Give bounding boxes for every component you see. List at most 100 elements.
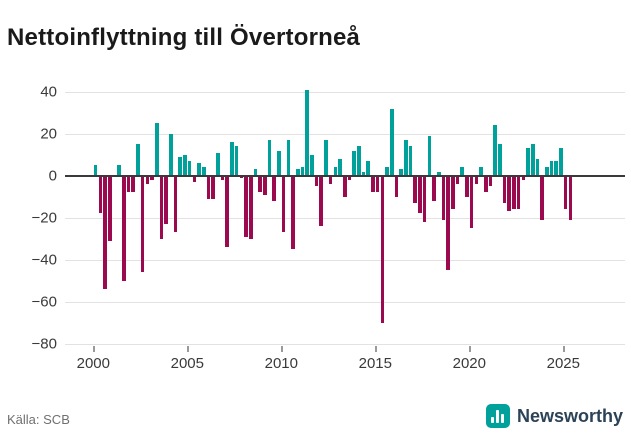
x-tick-label: 2010 xyxy=(264,355,298,372)
bar xyxy=(436,171,441,176)
gridline xyxy=(65,133,625,135)
bar xyxy=(103,175,107,290)
bar xyxy=(197,163,201,176)
bar xyxy=(201,167,206,176)
bar xyxy=(211,175,215,199)
bar xyxy=(291,175,295,250)
gridline xyxy=(65,301,625,303)
bar xyxy=(512,175,516,210)
bar xyxy=(540,175,544,220)
bar xyxy=(173,175,178,233)
bar xyxy=(239,175,244,178)
bar xyxy=(98,175,103,214)
bar xyxy=(488,175,493,187)
bar xyxy=(352,150,356,176)
y-tick-label: −80 xyxy=(31,335,57,353)
bar xyxy=(427,135,432,176)
bar xyxy=(563,175,568,210)
bar xyxy=(258,175,262,193)
bar xyxy=(164,175,168,224)
gridline xyxy=(65,217,625,219)
bar xyxy=(483,175,488,193)
newsworthy-barchart-icon xyxy=(485,404,510,428)
bar xyxy=(404,140,408,176)
gridline xyxy=(65,259,625,261)
bar xyxy=(545,167,549,176)
bar xyxy=(549,161,554,176)
x-tick-mark xyxy=(375,346,377,352)
bar xyxy=(389,108,394,176)
bar xyxy=(554,161,559,176)
bar xyxy=(300,167,305,176)
bar xyxy=(469,175,474,229)
bar xyxy=(159,175,164,239)
bar xyxy=(263,175,267,195)
bar xyxy=(498,144,502,176)
bar xyxy=(559,148,563,176)
x-tick-mark xyxy=(281,346,283,352)
bar xyxy=(535,158,540,176)
x-tick-mark xyxy=(187,346,189,352)
x-tick-label: 2025 xyxy=(546,355,580,372)
bar xyxy=(474,175,479,185)
bar xyxy=(150,175,154,180)
bar xyxy=(314,175,319,187)
bar xyxy=(169,133,173,176)
bar xyxy=(338,158,342,176)
bar xyxy=(117,165,121,176)
bar xyxy=(295,169,300,176)
bar xyxy=(413,175,418,203)
bar xyxy=(451,175,455,210)
bar xyxy=(328,175,333,185)
bar xyxy=(460,167,465,176)
x-tick-label: 2020 xyxy=(452,355,486,372)
y-tick-label: 20 xyxy=(40,125,57,143)
x-tick-mark xyxy=(563,346,565,352)
bar xyxy=(220,175,225,180)
bar xyxy=(253,169,258,176)
x-tick-mark xyxy=(469,346,471,352)
bar xyxy=(192,175,197,182)
x-tick-label: 2000 xyxy=(76,355,110,372)
zero-baseline xyxy=(65,174,625,177)
bar xyxy=(187,161,192,176)
newsworthy-logo[interactable]: Newsworthy xyxy=(485,404,623,428)
bar xyxy=(441,175,446,220)
x-tick-label: 2015 xyxy=(358,355,392,372)
newsworthy-wordmark: Newsworthy xyxy=(516,405,623,426)
bar xyxy=(521,175,526,180)
bar xyxy=(145,175,150,185)
bar xyxy=(305,89,309,176)
bar xyxy=(446,175,450,271)
bar xyxy=(272,175,277,201)
bar xyxy=(507,175,512,212)
page-title: Nettoinflyttning till Övertorneå xyxy=(7,24,361,52)
bar xyxy=(526,148,530,176)
bar xyxy=(131,175,136,193)
bar xyxy=(183,154,187,176)
bar xyxy=(432,175,436,201)
gridline xyxy=(65,91,625,93)
bar xyxy=(286,140,291,176)
bar xyxy=(342,175,347,197)
y-tick-label: 0 xyxy=(48,167,57,185)
x-tick-label: 2005 xyxy=(170,355,204,372)
bar xyxy=(516,175,521,210)
bar xyxy=(408,146,413,176)
bar xyxy=(455,175,460,185)
bar xyxy=(568,175,573,220)
bar xyxy=(502,175,507,203)
x-tick-mark xyxy=(93,346,95,352)
bar-chart-plot-area: 40 20 0 −20 −40 −60 −80 2000 2005 2010 2015 2020 202… xyxy=(32,77,625,372)
y-tick-label: −20 xyxy=(31,209,57,227)
bar xyxy=(310,154,314,176)
bar xyxy=(277,150,281,176)
bar xyxy=(244,175,248,237)
bar xyxy=(422,175,427,222)
bar xyxy=(319,175,324,227)
bar xyxy=(206,175,211,199)
bar xyxy=(385,167,389,176)
y-tick-label: 40 xyxy=(40,83,57,101)
bar xyxy=(357,146,361,176)
